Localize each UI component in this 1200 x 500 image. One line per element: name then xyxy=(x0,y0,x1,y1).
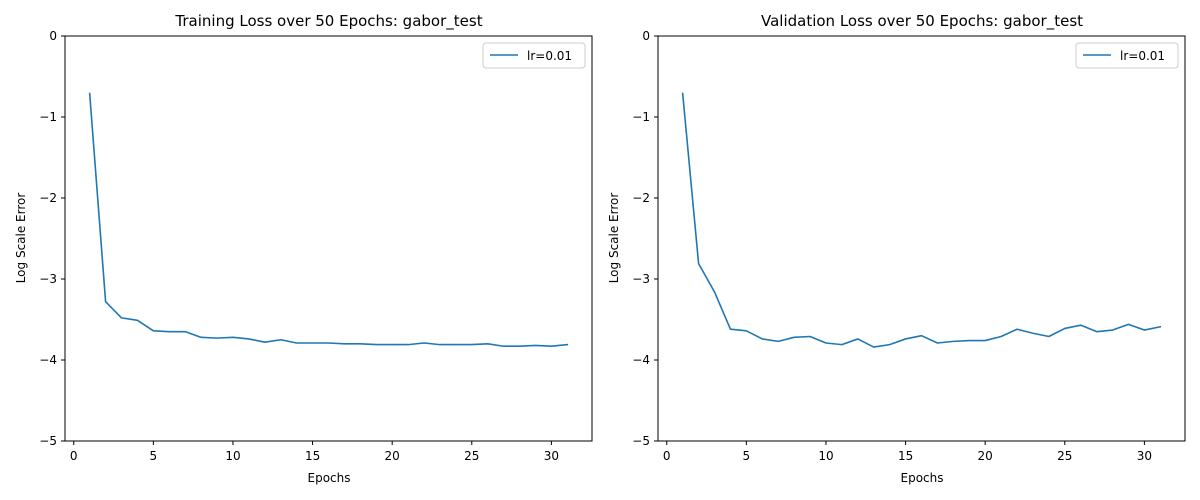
legend: lr=0.01 xyxy=(482,42,586,69)
x-tick-label: 15 xyxy=(305,449,320,463)
x-tick-label: 30 xyxy=(1137,449,1152,463)
series-lines xyxy=(88,92,569,348)
y-tick-label: −5 xyxy=(39,434,57,448)
series-line xyxy=(681,92,1162,348)
chart-title: Training Loss over 50 Epochs: gabor_test xyxy=(174,12,482,31)
x-tick-label: 5 xyxy=(743,449,751,463)
legend-box xyxy=(482,42,586,69)
x-tick-label: 25 xyxy=(1057,449,1072,463)
x-axis-label: Epochs xyxy=(308,471,351,485)
x-axis-label: Epochs xyxy=(901,471,944,485)
y-axis-label: Log Scale Error xyxy=(14,193,28,284)
y-tick-label: −4 xyxy=(632,353,650,367)
x-tick-label: 30 xyxy=(544,449,559,463)
y-tick-label: −1 xyxy=(632,110,650,124)
y-tick-label: −4 xyxy=(39,353,57,367)
x-tick-label: 5 xyxy=(150,449,158,463)
x-tick-label: 10 xyxy=(225,449,240,463)
y-tick-label: 0 xyxy=(49,29,57,43)
x-axis-ticks: 0 5 10 15 20 25 30 xyxy=(70,441,559,463)
series-line xyxy=(88,92,569,348)
y-tick-label: −3 xyxy=(39,272,57,286)
y-axis-label: Log Scale Error xyxy=(607,193,621,284)
x-tick-label: 15 xyxy=(898,449,913,463)
x-tick-label: 20 xyxy=(385,449,400,463)
legend-label: lr=0.01 xyxy=(527,49,572,63)
y-tick-label: −2 xyxy=(39,191,57,205)
y-tick-label: −5 xyxy=(632,434,650,448)
plot-frame xyxy=(64,35,593,442)
x-tick-label: 0 xyxy=(70,449,78,463)
plot-frame xyxy=(657,35,1186,442)
y-axis-ticks: 0 −1 −2 −3 −4 −5 xyxy=(632,29,658,448)
validation-loss-chart: Validation Loss over 50 Epochs: gabor_te… xyxy=(607,12,1186,485)
x-tick-label: 20 xyxy=(978,449,993,463)
series-lines xyxy=(681,92,1162,348)
chart-title: Validation Loss over 50 Epochs: gabor_te… xyxy=(761,12,1083,31)
legend: lr=0.01 xyxy=(1075,42,1179,69)
training-loss-chart: Training Loss over 50 Epochs: gabor_test… xyxy=(14,12,593,485)
y-tick-label: −2 xyxy=(632,191,650,205)
x-tick-label: 10 xyxy=(818,449,833,463)
y-tick-label: −1 xyxy=(39,110,57,124)
y-tick-label: 0 xyxy=(642,29,650,43)
legend-label: lr=0.01 xyxy=(1120,49,1165,63)
y-tick-label: −3 xyxy=(632,272,650,286)
legend-box xyxy=(1075,42,1179,69)
x-tick-label: 25 xyxy=(464,449,479,463)
x-axis-ticks: 0 5 10 15 20 25 30 xyxy=(663,441,1152,463)
y-axis-ticks: 0 −1 −2 −3 −4 −5 xyxy=(39,29,65,448)
x-tick-label: 0 xyxy=(663,449,671,463)
